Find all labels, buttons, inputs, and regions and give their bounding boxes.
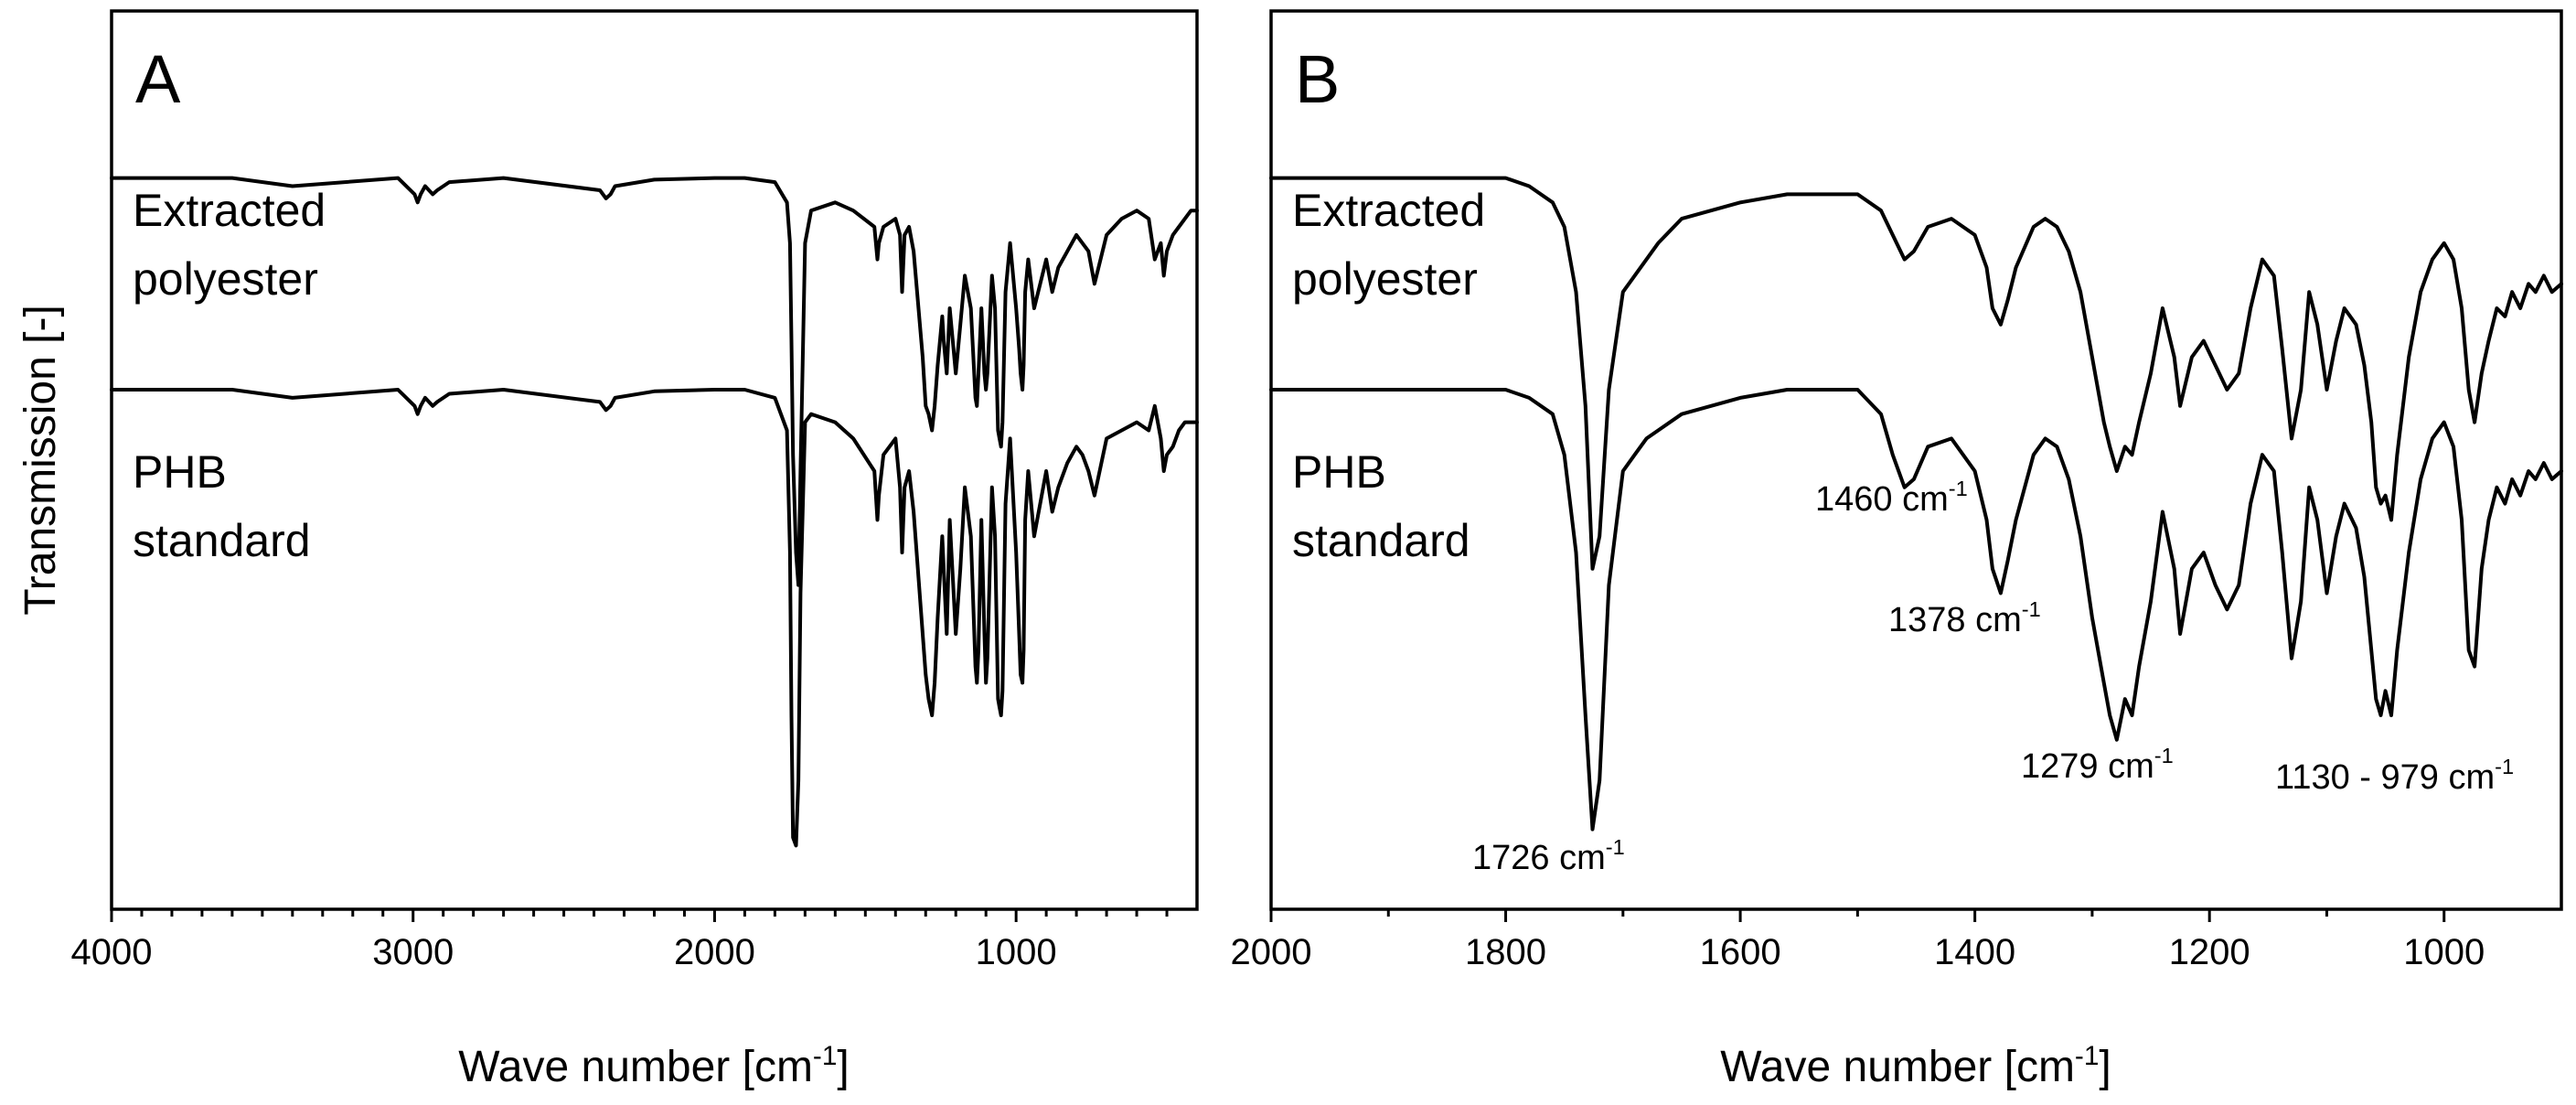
panel-a-curves [110,176,1199,848]
series-line-b-extracted-polyester [1269,176,2563,571]
x-tick-label: 1000 [2403,932,2485,972]
x-tick-label: 3000 [372,932,454,972]
series-label-line: standard [1292,515,1470,566]
x-tick-label: 4000 [71,932,153,972]
panel-b: B 2000 1800 1600 1400 1200 1000 Extracted pol… [1231,9,2563,1091]
series-label-line: Extracted [1292,185,1485,236]
panel-a-label-extracted: Extracted polyester [133,185,326,305]
series-line-b-phb-standard [1269,388,2563,831]
panel-a-label-phb: PHB standard [133,446,311,566]
series-label-line: polyester [1292,253,1478,305]
panel-b-curves [1269,176,2563,831]
panel-b-label-phb: PHB standard [1292,446,1470,566]
x-tick-label: 1400 [1934,932,2015,972]
panel-b-frame [1269,9,2563,911]
x-tick-label: 1600 [1700,932,1781,972]
series-label-line: Extracted [133,185,326,236]
panel-b-x-ticks: 2000 1800 1600 1400 1200 1000 [1231,909,2485,972]
panel-b-letter: B [1295,41,1340,117]
series-label-line: PHB [133,446,227,498]
x-tick-label: 2000 [1231,932,1312,972]
series-label-line: polyester [133,253,318,305]
panel-a-x-axis-label: Wave number [cm-1] [458,1041,849,1091]
series-line-a-extracted-polyester [110,176,1199,587]
panel-b-x-axis-label: Wave number [cm-1] [1720,1041,2111,1091]
peak-annotation-1378: 1378 cm-1 [1888,597,2041,639]
series-line-a-phb-standard [110,388,1199,848]
panel-a-x-ticks: 4000 3000 2000 1000 [71,909,1169,972]
peak-annotation-1460: 1460 cm-1 [1815,477,1968,519]
panel-b-label-extracted: Extracted polyester [1292,185,1485,305]
peak-annotation-1130-979: 1130 - 979 cm-1 [2275,755,2514,797]
panel-a-letter: A [135,41,181,117]
series-label-line: PHB [1292,446,1386,498]
x-tick-label: 1800 [1465,932,1546,972]
x-tick-label: 1200 [2169,932,2250,972]
peak-annotation-1279: 1279 cm-1 [2021,744,2174,786]
panel-a-frame [110,9,1199,911]
peak-annotation-1726: 1726 cm-1 [1472,835,1625,877]
x-tick-label: 2000 [674,932,755,972]
series-label-line: standard [133,515,311,566]
x-tick-label: 1000 [976,932,1057,972]
y-axis-label: Transmission [-] [16,305,65,616]
panel-a: A Transmission [-] 4000 3000 2000 1000 Extr… [16,9,1199,1091]
